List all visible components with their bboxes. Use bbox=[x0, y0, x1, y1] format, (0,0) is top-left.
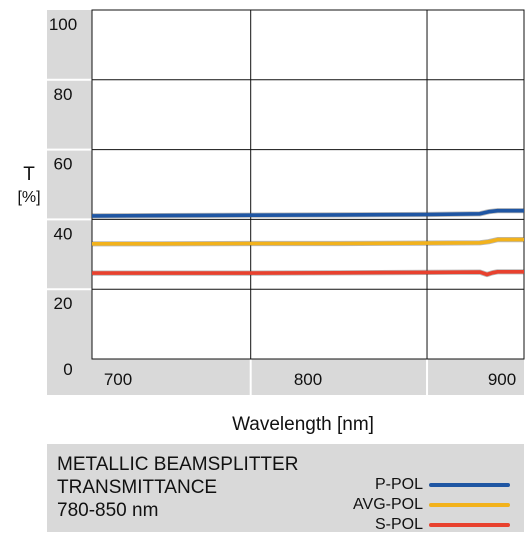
y-tick-label: 80 bbox=[54, 85, 73, 104]
y-axis-title: T bbox=[23, 164, 35, 185]
legend-title-line: TRANSMITTANCE bbox=[57, 477, 218, 498]
legend-box: METALLIC BEAMSPLITTER TRANSMITTANCE 780-… bbox=[47, 444, 524, 535]
s-pol-line bbox=[92, 269, 524, 277]
x-tick-label: 900 bbox=[488, 370, 516, 389]
y-tick-label: 0 bbox=[63, 360, 72, 379]
legend-title-line: 780-850 nm bbox=[57, 500, 159, 521]
y-axis-band bbox=[47, 10, 92, 395]
legend-title-line: METALLIC BEAMSPLITTER bbox=[57, 454, 299, 475]
legend-title: METALLIC BEAMSPLITTER TRANSMITTANCE 780-… bbox=[57, 453, 298, 522]
legend-label: S-POL bbox=[374, 516, 423, 533]
x-tick-label: 800 bbox=[294, 370, 322, 389]
legend-label: P-POL bbox=[374, 476, 423, 493]
legend-swatch bbox=[429, 503, 510, 507]
legend-entry-s-pol: S-POL bbox=[353, 515, 510, 535]
avg-pol-line bbox=[92, 237, 524, 246]
y-tick-label: 40 bbox=[54, 224, 73, 243]
plot-border bbox=[91, 9, 525, 360]
y-tick-label: 60 bbox=[54, 155, 73, 174]
y-tick-label: 100 bbox=[49, 15, 77, 34]
legend-entry-avg-pol: AVG-POL bbox=[353, 495, 510, 515]
legend-label: AVG-POL bbox=[353, 496, 423, 513]
legend-entries: P-POL AVG-POL S-POL bbox=[353, 475, 510, 535]
legend-swatch bbox=[429, 483, 510, 487]
y-tick-label: 20 bbox=[54, 294, 73, 313]
x-axis-band bbox=[47, 359, 524, 395]
legend-swatch bbox=[429, 523, 510, 527]
y-axis-unit: [%] bbox=[17, 189, 40, 206]
legend-entry-p-pol: P-POL bbox=[353, 475, 510, 495]
x-axis-title: Wavelength [nm] bbox=[232, 414, 374, 435]
p-pol-line bbox=[91, 208, 524, 218]
x-tick-label: 700 bbox=[104, 370, 132, 389]
